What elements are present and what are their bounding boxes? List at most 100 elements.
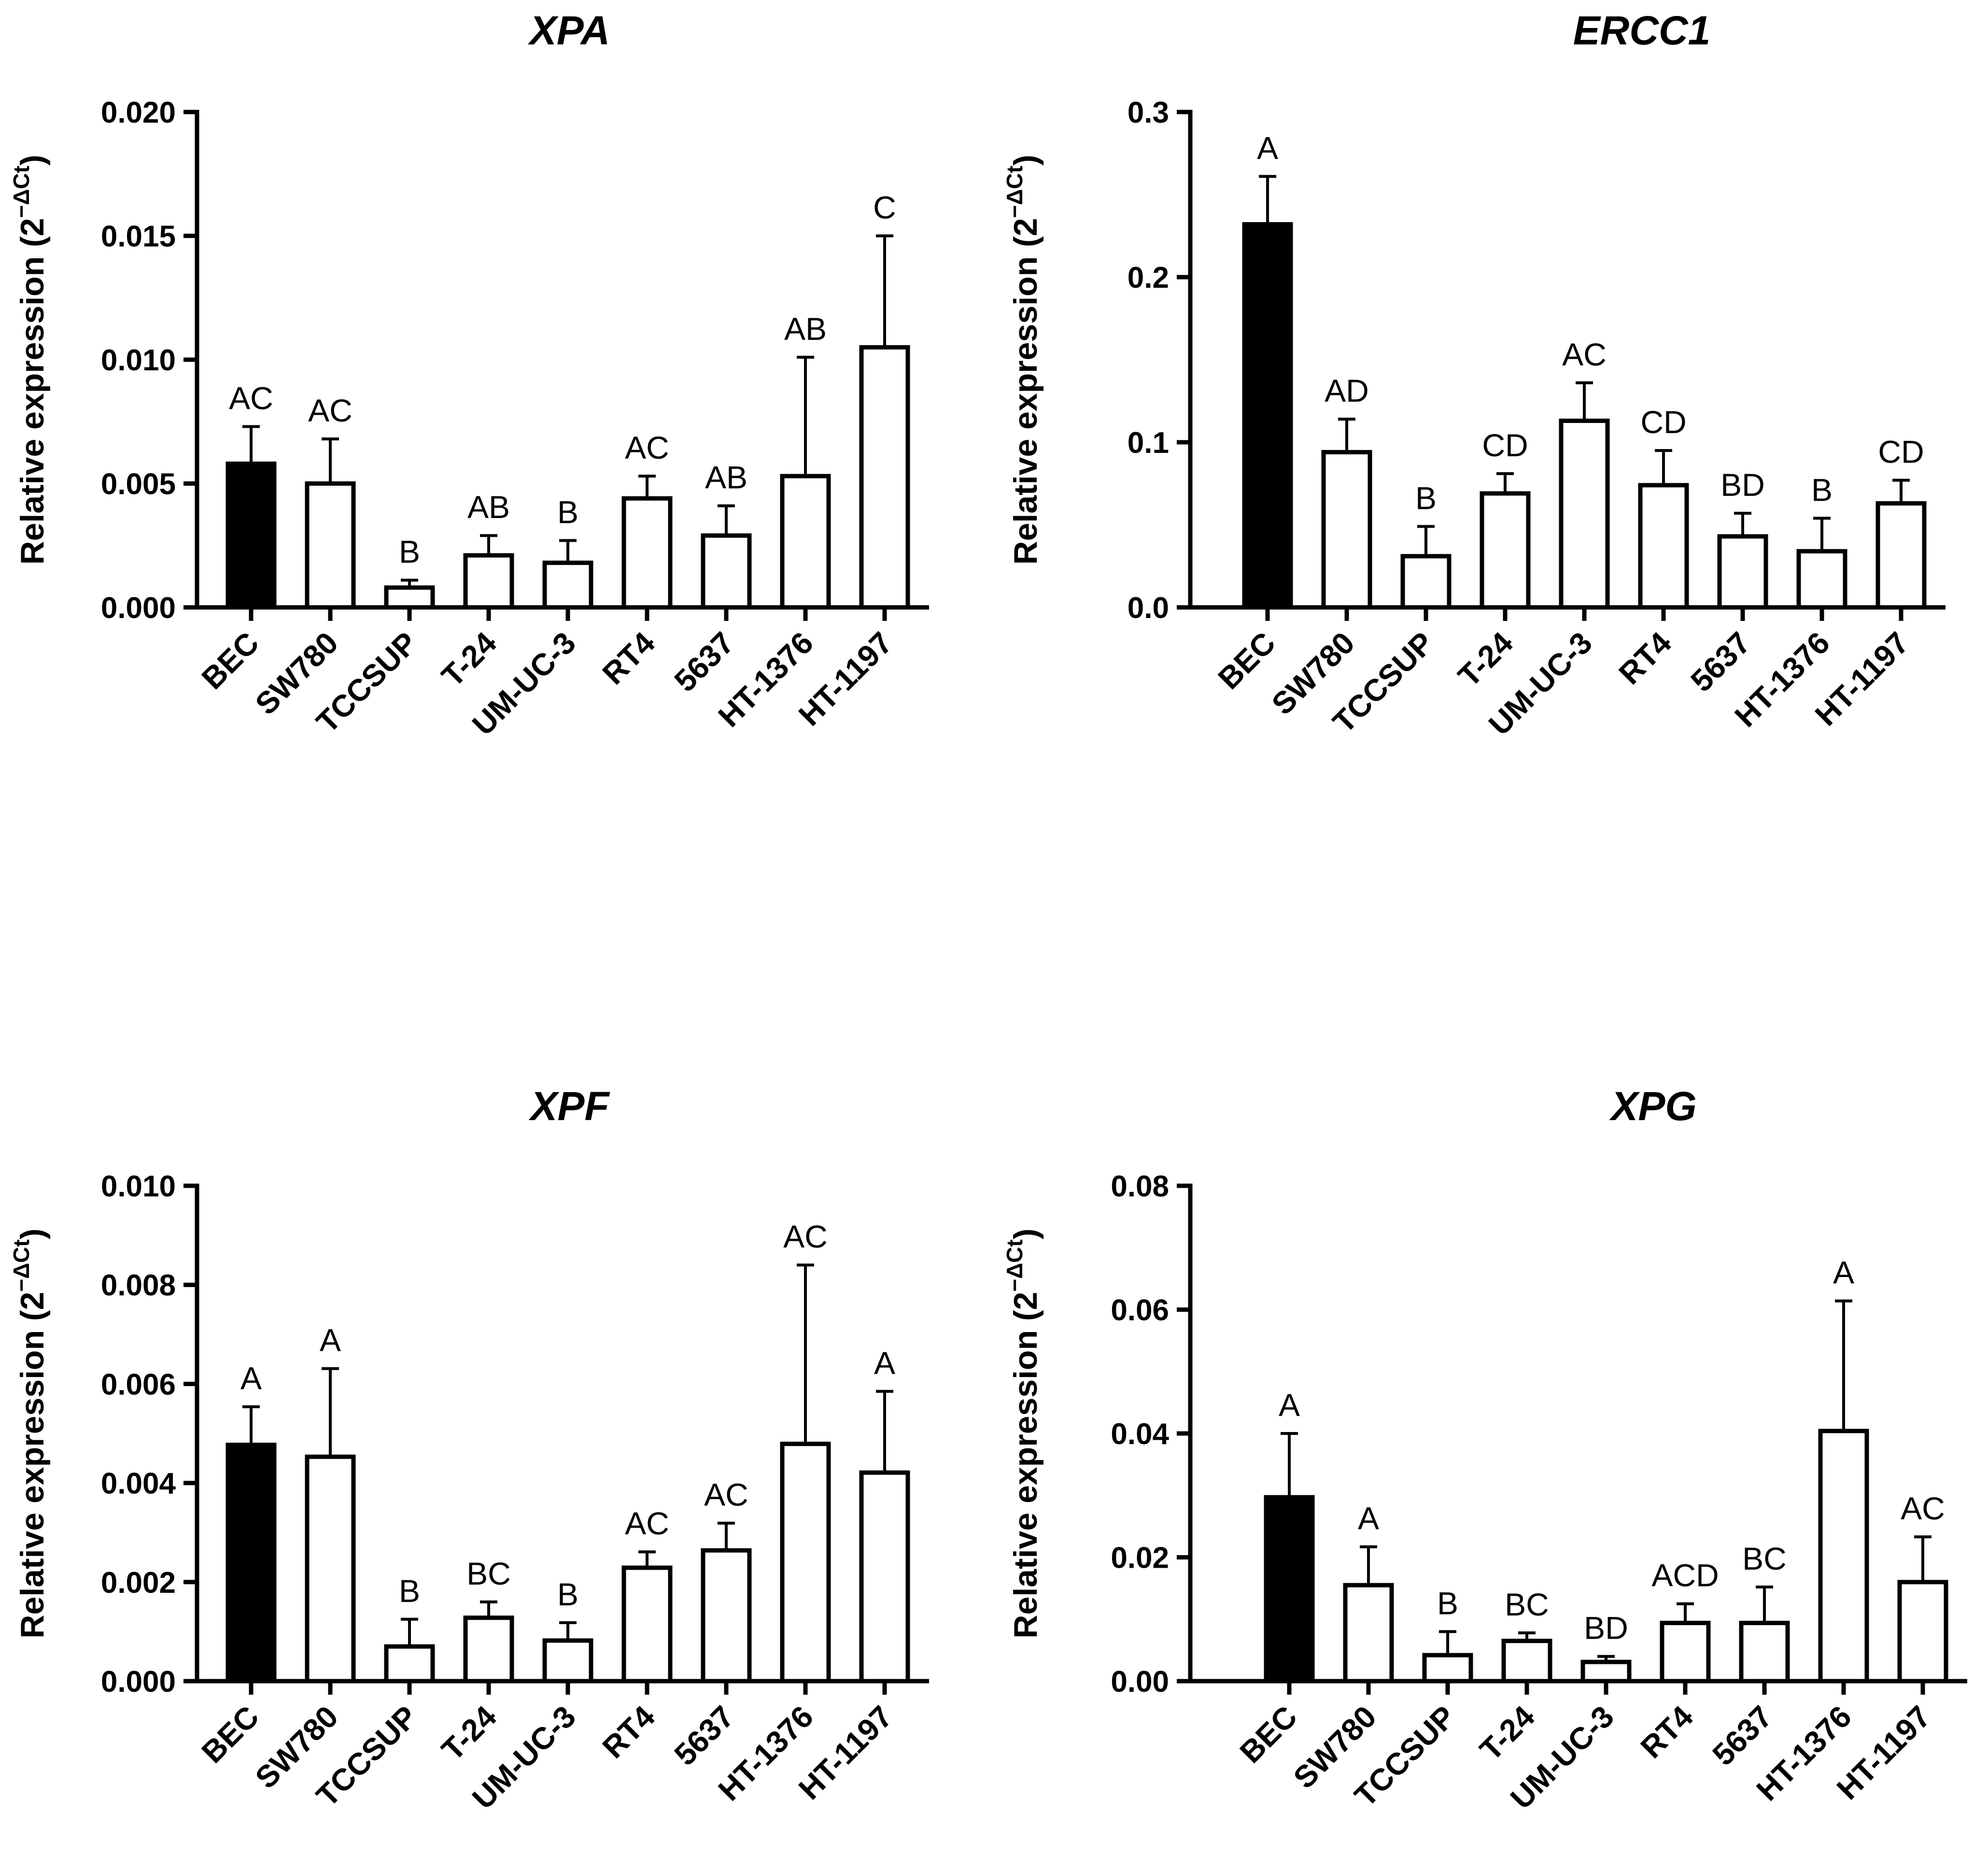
x-tick-label: BEC — [1233, 1699, 1303, 1770]
bar-rt4 — [1638, 483, 1689, 610]
bar-5637 — [1739, 1620, 1790, 1684]
x-tick-label: T-24 — [1473, 1699, 1541, 1768]
y-axis-label-main: Relative expression (2 — [14, 1292, 51, 1639]
significance-label: AC — [704, 1477, 748, 1513]
y-axis-label-main: Relative expression (2 — [14, 218, 51, 565]
x-tick-label: T-24 — [435, 625, 503, 694]
significance-label: ACD — [1651, 1558, 1719, 1593]
significance-label: AB — [705, 460, 747, 495]
y-tick-label: 0.1 — [1128, 426, 1169, 460]
significance-label: AC — [1562, 337, 1607, 372]
y-axis-label-close: ) — [1007, 1228, 1044, 1239]
y-tick-label: 0.008 — [101, 1269, 176, 1302]
significance-label: B — [557, 494, 578, 530]
significance-label: B — [399, 534, 420, 570]
y-tick-label: 0.0 — [1128, 591, 1169, 625]
x-tick-label: 5637 — [667, 625, 741, 699]
bar-um-uc-3 — [542, 561, 593, 610]
bar-t-24 — [1501, 1639, 1552, 1684]
bar-rt4 — [1660, 1620, 1711, 1684]
y-axis-label-superscript: −ΔCt — [1002, 1239, 1027, 1292]
significance-label: AC — [1901, 1490, 1945, 1526]
panel-xpa: XPA Relative expression (2−ΔCt) 0.000 0.005… — [9, 8, 929, 742]
significance-label: B — [1811, 472, 1833, 507]
y-tick-label: 0.015 — [101, 220, 176, 253]
significance-label: BD — [1720, 467, 1765, 503]
bar-rt4 — [621, 496, 673, 610]
significance-label: BC — [1505, 1587, 1549, 1622]
significance-label: CD — [1482, 427, 1528, 463]
bar-ht-1376 — [1818, 1429, 1869, 1684]
significance-label: AC — [625, 430, 669, 465]
y-axis-label-superscript: −ΔCt — [9, 166, 34, 218]
significance-label: A — [1279, 1387, 1300, 1423]
x-tick-label: RT4 — [1612, 625, 1678, 691]
y-axis-label-close: ) — [14, 154, 51, 166]
x-tick-label: 5637 — [667, 1699, 741, 1772]
y-tick-label: 0.002 — [101, 1566, 176, 1600]
y-tick-label: 0.000 — [101, 591, 176, 625]
y-tick-label: 0.010 — [101, 344, 176, 377]
y-tick-label: 0.06 — [1111, 1294, 1169, 1327]
significance-label: BC — [1742, 1541, 1787, 1576]
bar-ht-1376 — [780, 474, 831, 610]
significance-label: A — [240, 1361, 262, 1396]
y-axis-label-close: ) — [14, 1228, 51, 1239]
y-axis-label-superscript: −ΔCt — [9, 1239, 34, 1292]
bar-bec — [1264, 1495, 1315, 1684]
bar-tccsup — [1400, 554, 1452, 610]
x-tick-label: T-24 — [435, 1699, 503, 1768]
y-axis-label: Relative expression (2−ΔCt) — [1002, 154, 1044, 564]
bar-tccsup — [384, 585, 435, 610]
significance-label: A — [320, 1322, 341, 1358]
significance-label: AC — [308, 393, 352, 428]
chart-title: XPG — [1609, 1083, 1696, 1129]
y-tick-label: 0.3 — [1128, 96, 1169, 129]
x-tick-label: BEC — [195, 1699, 265, 1770]
x-tick-label: RT4 — [595, 625, 662, 691]
bar-ht-1197 — [859, 1470, 910, 1684]
y-axis-label-superscript: −ΔCt — [1002, 166, 1027, 218]
y-tick-label: 0.004 — [101, 1467, 176, 1501]
x-tick-label: T-24 — [1451, 625, 1520, 694]
significance-label: B — [399, 1573, 420, 1609]
bar-tccsup — [384, 1644, 435, 1684]
y-axis-label: Relative expression (2−ΔCt) — [1002, 1228, 1044, 1638]
significance-label: CD — [1640, 404, 1686, 440]
bar-um-uc-3 — [1559, 419, 1610, 610]
y-axis-label: Relative expression (2−ΔCt) — [9, 1228, 51, 1638]
bar-tccsup — [1422, 1653, 1473, 1684]
bar-bec — [1242, 222, 1293, 610]
bar-t-24 — [1480, 491, 1531, 610]
bar-rt4 — [621, 1565, 673, 1684]
y-tick-label: 0.020 — [101, 96, 176, 129]
bar-t-24 — [463, 1615, 514, 1684]
significance-label: BD — [1584, 1610, 1628, 1646]
y-tick-label: 0.04 — [1111, 1418, 1169, 1451]
y-tick-label: 0.010 — [101, 1170, 176, 1203]
significance-label: C — [873, 190, 896, 225]
y-tick-label: 0.005 — [101, 468, 176, 501]
bar-5637 — [701, 533, 752, 610]
bar-ht-1376 — [780, 1442, 831, 1684]
significance-label: AD — [1325, 373, 1369, 408]
significance-label: CD — [1878, 434, 1924, 470]
significance-label: B — [1415, 480, 1437, 516]
bar-sw780 — [305, 481, 356, 610]
y-tick-label: 0.006 — [101, 1368, 176, 1401]
y-axis-label: Relative expression (2−ΔCt) — [9, 154, 51, 564]
y-tick-label: 0.02 — [1111, 1542, 1169, 1575]
bar-ht-1197 — [1875, 501, 1927, 610]
chart-title: ERCC1 — [1573, 8, 1711, 53]
x-tick-label: BEC — [195, 625, 265, 696]
x-tick-label: 5637 — [1706, 1699, 1779, 1772]
y-tick-label: 0.000 — [101, 1665, 176, 1699]
significance-label: AC — [625, 1505, 669, 1541]
y-tick-label: 0.00 — [1111, 1665, 1169, 1699]
y-tick-label: 0.2 — [1128, 261, 1169, 295]
bar-bec — [226, 461, 277, 610]
bar-bec — [226, 1443, 277, 1684]
bar-sw780 — [305, 1454, 356, 1684]
significance-label: AB — [784, 311, 827, 347]
